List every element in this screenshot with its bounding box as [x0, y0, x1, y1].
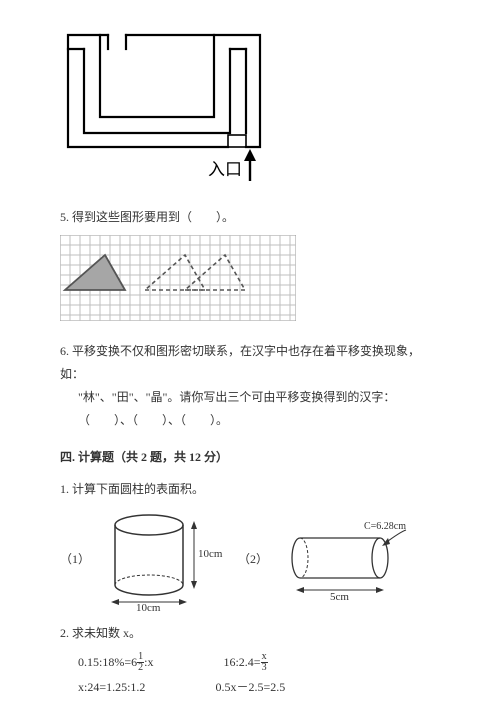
eq1b-frac: x3 — [261, 652, 268, 673]
q6-line2: "林"、"田"、"晶"。请你写出三个可由平移变换得到的汉字： — [60, 386, 440, 409]
eq-row-1: 0.15:18%=612:x 16:2.4=x3 — [78, 651, 440, 674]
q6-line1: 6. 平移变换不仅和图形密切联系，在汉字中也存在着平移变换现象，如： — [60, 340, 440, 386]
q4-1-text: 1. 计算下面圆柱的表面积。 — [60, 478, 440, 501]
cyl1-label: （1） — [60, 548, 90, 571]
eq1b-pre: 16:2.4= — [223, 655, 260, 669]
grid-svg — [60, 235, 296, 321]
grid-figure — [60, 235, 440, 329]
entry-arrow-icon — [244, 149, 256, 181]
q5-text: 5. 得到这些图形要用到（ ）。 — [60, 206, 440, 229]
cylinder2-svg: C=6.28cm 5cm — [282, 520, 412, 600]
maze-svg: 入口 — [60, 31, 270, 186]
eq1a-frac: 12 — [137, 652, 144, 673]
cylinder-row: （1） 10cm 10cm （2） C=6.28cm 5cm — [60, 507, 440, 612]
eq1b: 16:2.4=x3 — [223, 651, 267, 674]
maze-entry-label: 入口 — [208, 160, 242, 179]
cyl2-label: （2） — [238, 548, 268, 571]
cyl2-length: 5cm — [330, 591, 349, 600]
eq2a: x:24=1.25:1.2 — [78, 676, 145, 699]
section4-title: 四. 计算题（共 2 题，共 12 分） — [60, 446, 440, 469]
q4-2-text: 2. 求未知数 x。 — [60, 622, 440, 645]
eq-row-2: x:24=1.25:1.2 0.5x－2.5=2.5 — [78, 676, 440, 699]
cyl2-circ: C=6.28cm — [364, 521, 406, 532]
eq1a-post: :x — [144, 655, 153, 669]
cyl1-diameter: 10cm — [136, 602, 161, 612]
maze-figure: 入口 — [60, 31, 440, 194]
eq1a-pre: 0.15:18%=6 — [78, 655, 137, 669]
eq1a: 0.15:18%=612:x — [78, 651, 153, 674]
q6-line3: （ ）、（ ）、（ ）。 — [60, 409, 440, 432]
cylinder1-svg: 10cm 10cm — [104, 507, 224, 612]
eq2b: 0.5x－2.5=2.5 — [215, 676, 285, 699]
cyl1-height: 10cm — [198, 548, 223, 560]
